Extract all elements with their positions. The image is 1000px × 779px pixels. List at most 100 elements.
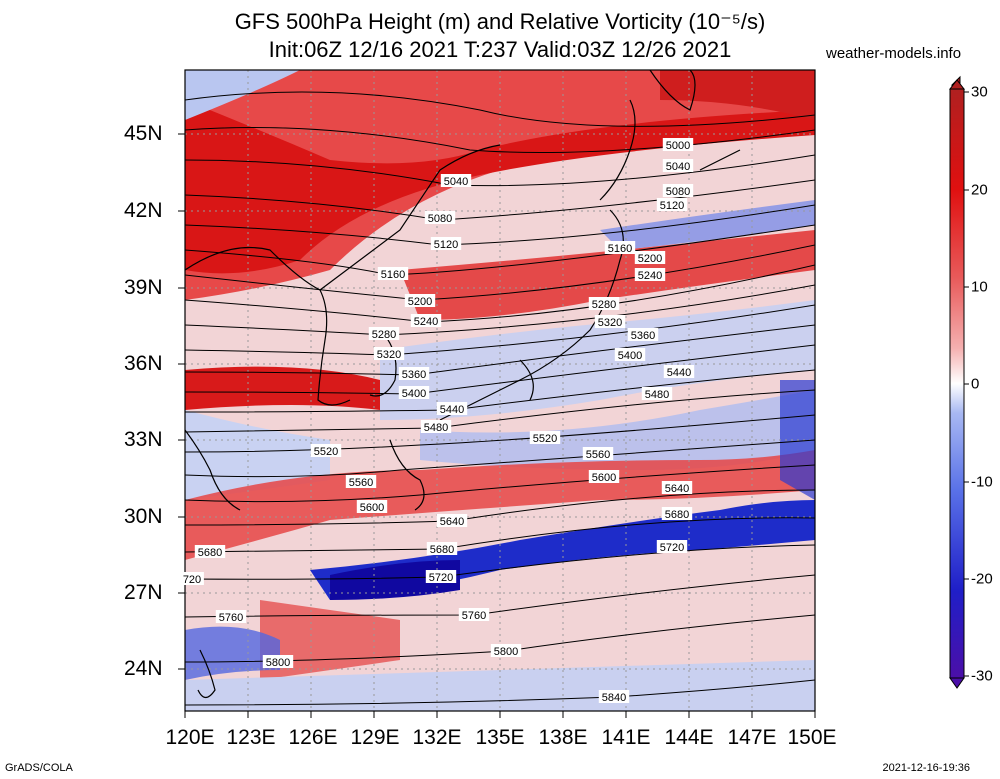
lon-label-144e: 144E (664, 726, 714, 749)
software-credit: GrADS/COLA (5, 762, 73, 774)
contour-label: 5680 (665, 509, 689, 521)
lon-label-141e: 141E (601, 726, 651, 749)
contour-label-bg (634, 268, 666, 281)
contour-label: 5080 (666, 186, 690, 198)
contour-label: 5040 (666, 161, 690, 173)
colorbar-label-20: 20 (971, 181, 988, 199)
axis-ticks (178, 133, 816, 718)
contour-label: 5160 (608, 243, 632, 255)
contour-label-bg (588, 297, 620, 310)
lon-label-135e: 135E (475, 726, 525, 749)
contour-label: 5200 (638, 253, 662, 265)
contour-label: 5000 (666, 140, 690, 152)
contour-label-bg (262, 655, 294, 668)
contour-label-bg (356, 500, 388, 513)
contour-label-bg (436, 514, 468, 527)
contour-label: 5320 (598, 317, 622, 329)
lon-label-126e: 126E (288, 726, 338, 749)
lat-label-45n: 45N (124, 122, 163, 145)
contour-label: 5080 (428, 213, 452, 225)
contour-label: 5800 (266, 657, 290, 669)
contour-label: 5840 (602, 692, 626, 704)
contour-label: 5600 (360, 502, 384, 514)
contour-label: 5280 (592, 299, 616, 311)
contour-label-bg (614, 348, 646, 361)
contour-label-bg (373, 347, 405, 360)
contour-label-bg (424, 211, 456, 224)
contour-label-bg (425, 570, 457, 583)
contour-label-bg (656, 540, 688, 553)
contour-label-bg (627, 328, 659, 341)
contour-label: 5800 (494, 646, 518, 658)
colorbar-bottom-arrow (949, 677, 965, 689)
contour-label: 5120 (434, 239, 458, 251)
contour-label: 5400 (402, 388, 426, 400)
contour-label: 5400 (618, 350, 642, 362)
contour-label-bg (420, 420, 452, 433)
colorbar-label-minus30: -30 (971, 667, 993, 685)
contour-label: 5320 (377, 349, 401, 361)
contour-label: 5160 (381, 269, 405, 281)
contour-label-bg (529, 431, 561, 444)
contour-label-bg (662, 138, 694, 151)
contour-label: 5760 (462, 610, 486, 622)
contour-label-bg (430, 237, 462, 250)
contour-label-bg (661, 507, 693, 520)
contour-label: 5280 (372, 329, 396, 341)
contour-label-bg (634, 251, 666, 264)
contour-label: 5240 (414, 316, 438, 328)
colorbar (949, 88, 965, 679)
contour-label-bg (410, 314, 442, 327)
contour-label-bg (490, 644, 522, 657)
colorbar-label-minus10: -10 (971, 473, 993, 491)
contour-label-bg (436, 402, 468, 415)
lat-label-27n: 27N (124, 581, 163, 604)
contour-label: 5480 (424, 422, 448, 434)
contour-label-bg (594, 315, 626, 328)
contour-label: 720 (183, 574, 201, 586)
lon-label-138e: 138E (538, 726, 588, 749)
graticule (185, 70, 815, 711)
colorbar-label-0: 0 (971, 375, 980, 393)
lon-label-150e: 150E (787, 726, 837, 749)
contour-label-bg (345, 475, 377, 488)
lat-label-36n: 36N (124, 352, 163, 375)
contour-label-bg (588, 470, 620, 483)
colorbar-label-10: 10 (971, 278, 988, 296)
contour-label: 5360 (631, 330, 655, 342)
timestamp: 2021-12-16-19:36 (882, 762, 970, 774)
contour-label: 5440 (440, 404, 464, 416)
contour-label-bg (368, 327, 400, 340)
contour-label: 5640 (665, 483, 689, 495)
lat-label-24n: 24N (124, 657, 163, 680)
contour-label-bg (662, 184, 694, 197)
map-title: GFS 500hPa Height (m) and Relative Vorti… (234, 9, 766, 34)
contour-label-bg (663, 365, 695, 378)
contour-label: 5720 (660, 542, 684, 554)
contour-label-bg (458, 608, 490, 621)
contour-label: 5680 (198, 547, 222, 559)
lon-label-120e: 120E (165, 726, 215, 749)
contour-label-bg (661, 481, 693, 494)
colorbar-ticks (964, 91, 969, 677)
contour-label-bg (604, 241, 636, 254)
contour-label-bg (440, 174, 472, 187)
contour-label: 5760 (219, 612, 243, 624)
lat-label-33n: 33N (124, 428, 163, 451)
lat-label-30n: 30N (124, 505, 163, 528)
contour-label-bg (194, 545, 226, 558)
contour-label-bg (598, 690, 630, 703)
colorbar-label-minus20: -20 (971, 570, 993, 588)
contour-label: 5240 (638, 270, 662, 282)
contour-label: 5560 (349, 477, 373, 489)
contour-label: 5200 (408, 296, 432, 308)
contour-label-bg (398, 386, 430, 399)
contour-label-bg (180, 572, 204, 585)
contour-label: 5440 (667, 367, 691, 379)
contour-label-bg (404, 294, 436, 307)
contour-label: 5360 (402, 369, 426, 381)
contour-label: 5720 (429, 572, 453, 584)
contour-label-bg (310, 444, 342, 457)
contour-label-bg (662, 159, 694, 172)
